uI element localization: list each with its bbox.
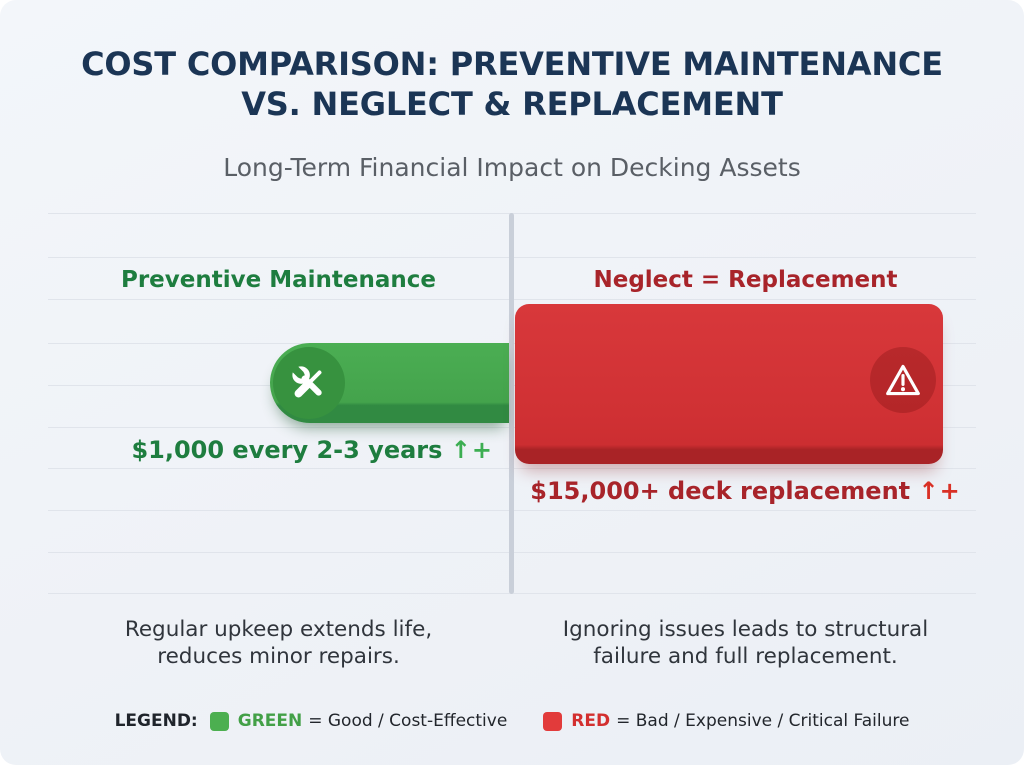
neglect-replacement-bar: [515, 304, 943, 464]
wrench-screwdriver-icon: [288, 362, 322, 398]
page-title: COST COMPARISON: PREVENTIVE MAINTENANCE V…: [0, 44, 1024, 124]
left-description-line-2: reduces minor repairs.: [157, 644, 400, 669]
red-swatch-icon: [543, 711, 563, 731]
left-description-line-1: Regular upkeep extends life,: [124, 617, 433, 642]
title-line-2: VS. NEGLECT & REPLACEMENT: [241, 85, 783, 123]
page-subtitle: Long-Term Financial Impact on Decking As…: [223, 153, 801, 182]
warning-triangle-icon: [886, 364, 920, 396]
preventive-maintenance-bar: [270, 343, 509, 423]
legend-green-name: GREEN: [237, 711, 303, 731]
tools-icon-badge: [273, 347, 345, 419]
right-value-label: $15,000+ deck replacement ↑+: [515, 477, 976, 505]
right-description-line-1: Ignoring issues leads to structural: [562, 617, 929, 642]
left-column-header: Preventive Maintenance: [120, 267, 436, 293]
right-description-line-2: failure and full replacement.: [593, 644, 898, 669]
legend-green-desc: = Good / Cost-Effective: [308, 711, 508, 731]
right-column-header: Neglect = Replacement: [593, 267, 898, 293]
up-arrow-plus-icon: ↑+: [450, 436, 493, 464]
left-description: Regular upkeep extends life, reduces min…: [48, 616, 509, 670]
warning-icon-badge: [870, 347, 936, 413]
right-description: Ignoring issues leads to structural fail…: [515, 616, 976, 670]
left-value-text: $1,000 every 2-3 years: [131, 436, 443, 464]
legend-red-name: RED: [571, 711, 611, 731]
up-arrow-plus-icon: ↑+: [918, 477, 961, 505]
left-value-label: $1,000 every 2-3 years ↑+: [48, 436, 493, 464]
title-line-1: COST COMPARISON: PREVENTIVE MAINTENANCE: [81, 45, 943, 83]
green-swatch-icon: [209, 711, 229, 731]
legend-red-desc: = Bad / Expensive / Critical Failure: [616, 711, 910, 731]
column-divider: [509, 213, 514, 594]
legend-label: LEGEND:: [114, 711, 198, 731]
legend: LEGEND: GREEN = Good / Cost-Effective RE…: [0, 711, 1024, 731]
right-value-text: $15,000+ deck replacement: [530, 477, 911, 505]
